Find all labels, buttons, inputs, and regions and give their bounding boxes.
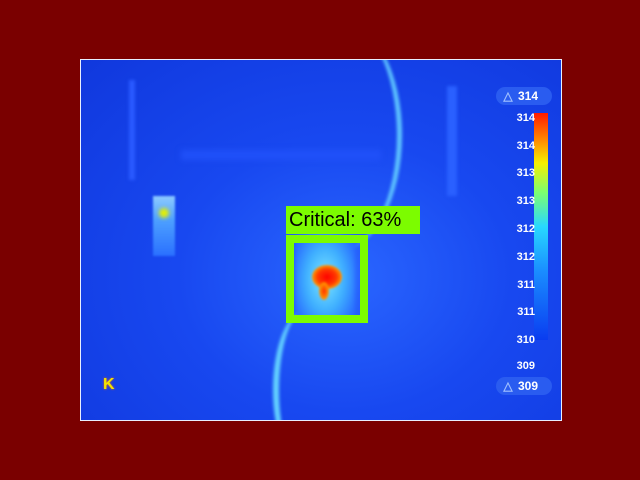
scale-tick: 312: [509, 223, 535, 235]
scale-tick: 313: [509, 195, 535, 207]
max-temperature-badge: △ 314: [496, 87, 552, 105]
thermometer-icon: △: [502, 87, 514, 105]
color-scale-bar: [534, 113, 548, 340]
min-temperature-badge: △ 309: [496, 377, 552, 395]
brand-logo: K: [103, 376, 115, 394]
thermometer-icon: △: [502, 377, 514, 395]
warm-component: [153, 196, 175, 256]
detection-label: Critical: 63%: [286, 206, 420, 234]
warm-spot: [159, 208, 169, 218]
detection-bounding-box: [286, 235, 368, 323]
scale-tick: 313: [509, 167, 535, 179]
scale-tick: 314: [509, 112, 535, 124]
scale-tick: 311: [509, 279, 535, 291]
scale-tick: 314: [509, 140, 535, 152]
equipment-column: [129, 80, 135, 180]
equipment-row: [181, 150, 381, 160]
scale-tick: 309: [509, 360, 535, 372]
scale-tick: 310: [509, 334, 535, 346]
equipment-column: [447, 86, 457, 196]
max-temperature-value: 314: [518, 87, 538, 105]
min-temperature-value: 309: [518, 377, 538, 395]
cable-highlight: [273, 310, 339, 421]
scale-tick: 311: [509, 306, 535, 318]
scale-tick: 312: [509, 251, 535, 263]
